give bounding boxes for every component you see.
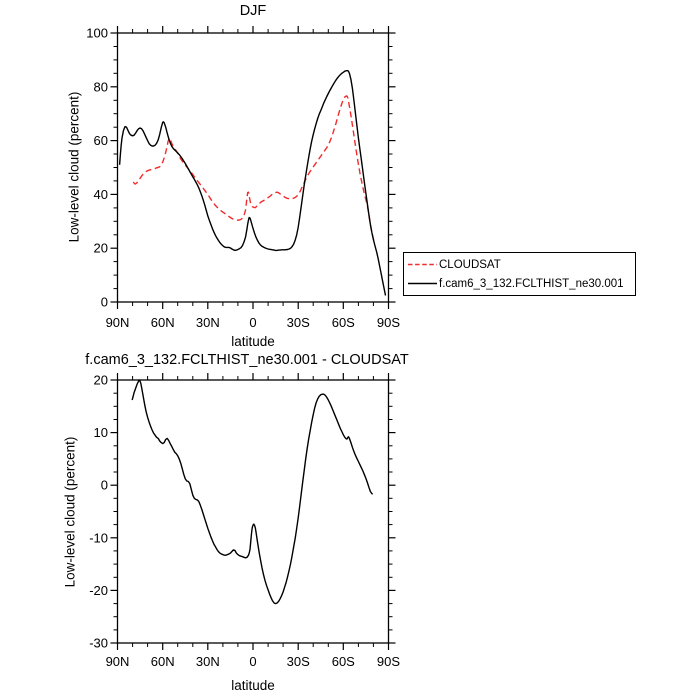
y-tick-label: 10 — [94, 425, 108, 440]
x-tick-label: 90S — [377, 315, 400, 330]
x-tick-label: 90S — [377, 654, 400, 669]
bottom-series-0-curve — [131, 379, 374, 605]
legend-label-model: f.cam6_3_132.FCLTHIST_ne30.001 — [439, 277, 624, 290]
y-tick-label: -30 — [89, 636, 108, 651]
y-tick-label: 40 — [94, 187, 108, 202]
x-tick-label: 0 — [249, 315, 256, 330]
y-tick-label: -20 — [89, 583, 108, 598]
top-series-0-curve — [132, 95, 375, 242]
x-tick-label: 30N — [196, 654, 220, 669]
top-axes — [110, 26, 396, 309]
y-tick-label: 80 — [94, 79, 108, 94]
x-tick-label: 0 — [249, 654, 256, 669]
y-tick-label: 0 — [101, 295, 108, 310]
y-tick-label: 20 — [94, 373, 108, 388]
y-tick-label: 20 — [94, 241, 108, 256]
bottom-axes — [110, 373, 396, 650]
x-tick-label: 60S — [332, 654, 355, 669]
bottom-plot-frame — [116, 379, 390, 644]
top-x-tick-labels: 90N 60N 30N 0 30S 60S 90S — [106, 315, 401, 330]
y-tick-label: -10 — [89, 530, 108, 545]
y-tick-label: 0 — [101, 478, 108, 493]
y-tick-label: 60 — [94, 133, 108, 148]
x-tick-label: 30N — [196, 315, 220, 330]
diff-title: f.cam6_3_132.FCLTHIST_ne30.001 - CLOUDSA… — [85, 352, 409, 368]
top-plot-frame — [116, 32, 390, 303]
diff-x-axis-label: latitude — [231, 678, 275, 693]
djf-title: DJF — [239, 3, 267, 19]
x-tick-label: 30S — [287, 654, 310, 669]
djf-plot-area: 90N 60N 30N 0 30S 60S 90S 0 20 40 60 80 100 — [86, 26, 401, 331]
bottom-y-tick-labels: -30 -20 -10 0 10 20 — [89, 373, 108, 651]
legend-entry-cloudsat: CLOUDSAT — [407, 255, 634, 274]
model-solid-line-sample — [408, 282, 437, 285]
x-tick-label: 60N — [151, 315, 175, 330]
x-tick-label: 60S — [332, 315, 355, 330]
top-series-1-curve — [118, 70, 387, 296]
djf-x-axis-label: latitude — [231, 334, 275, 349]
bottom-x-tick-labels: 90N 60N 30N 0 30S 60S 90S — [106, 654, 401, 669]
legend-entry-model: f.cam6_3_132.FCLTHIST_ne30.001 — [407, 274, 634, 293]
x-tick-label: 90N — [106, 654, 130, 669]
x-tick-label: 90N — [106, 315, 130, 330]
legend-label-cloudsat: CLOUDSAT — [439, 258, 501, 271]
top-y-tick-labels: 0 20 40 60 80 100 — [86, 26, 108, 310]
x-tick-label: 60N — [151, 654, 175, 669]
y-tick-label: 100 — [86, 26, 108, 41]
diff-plot-area: 90N 60N 30N 0 30S 60S 90S -30 -20 -10 0 10 20 — [89, 373, 401, 670]
cloudsat-dashed-line-sample — [408, 263, 437, 266]
x-tick-label: 30S — [287, 315, 310, 330]
legend-box: CLOUDSAT f.cam6_3_132.FCLTHIST_ne30.001 — [403, 252, 636, 296]
